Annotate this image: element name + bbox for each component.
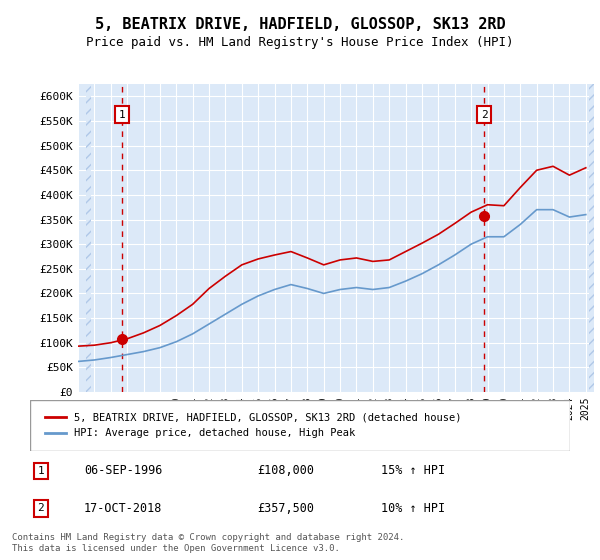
Text: 2: 2 — [481, 110, 487, 120]
Text: 17-OCT-2018: 17-OCT-2018 — [84, 502, 163, 515]
Text: Price paid vs. HM Land Registry's House Price Index (HPI): Price paid vs. HM Land Registry's House … — [86, 36, 514, 49]
Text: £108,000: £108,000 — [257, 464, 314, 477]
Text: 5, BEATRIX DRIVE, HADFIELD, GLOSSOP, SK13 2RD: 5, BEATRIX DRIVE, HADFIELD, GLOSSOP, SK1… — [95, 17, 505, 32]
Text: Contains HM Land Registry data © Crown copyright and database right 2024.
This d: Contains HM Land Registry data © Crown c… — [12, 533, 404, 553]
Legend: 5, BEATRIX DRIVE, HADFIELD, GLOSSOP, SK13 2RD (detached house), HPI: Average pri: 5, BEATRIX DRIVE, HADFIELD, GLOSSOP, SK1… — [41, 409, 466, 442]
Bar — [589, 84, 594, 392]
Bar — [86, 84, 91, 392]
Text: 2: 2 — [37, 503, 44, 514]
Text: 15% ↑ HPI: 15% ↑ HPI — [381, 464, 445, 477]
FancyBboxPatch shape — [30, 400, 570, 451]
Text: £357,500: £357,500 — [257, 502, 314, 515]
Text: 1: 1 — [37, 466, 44, 476]
Text: 06-SEP-1996: 06-SEP-1996 — [84, 464, 163, 477]
Text: 1: 1 — [119, 110, 125, 120]
Text: 10% ↑ HPI: 10% ↑ HPI — [381, 502, 445, 515]
